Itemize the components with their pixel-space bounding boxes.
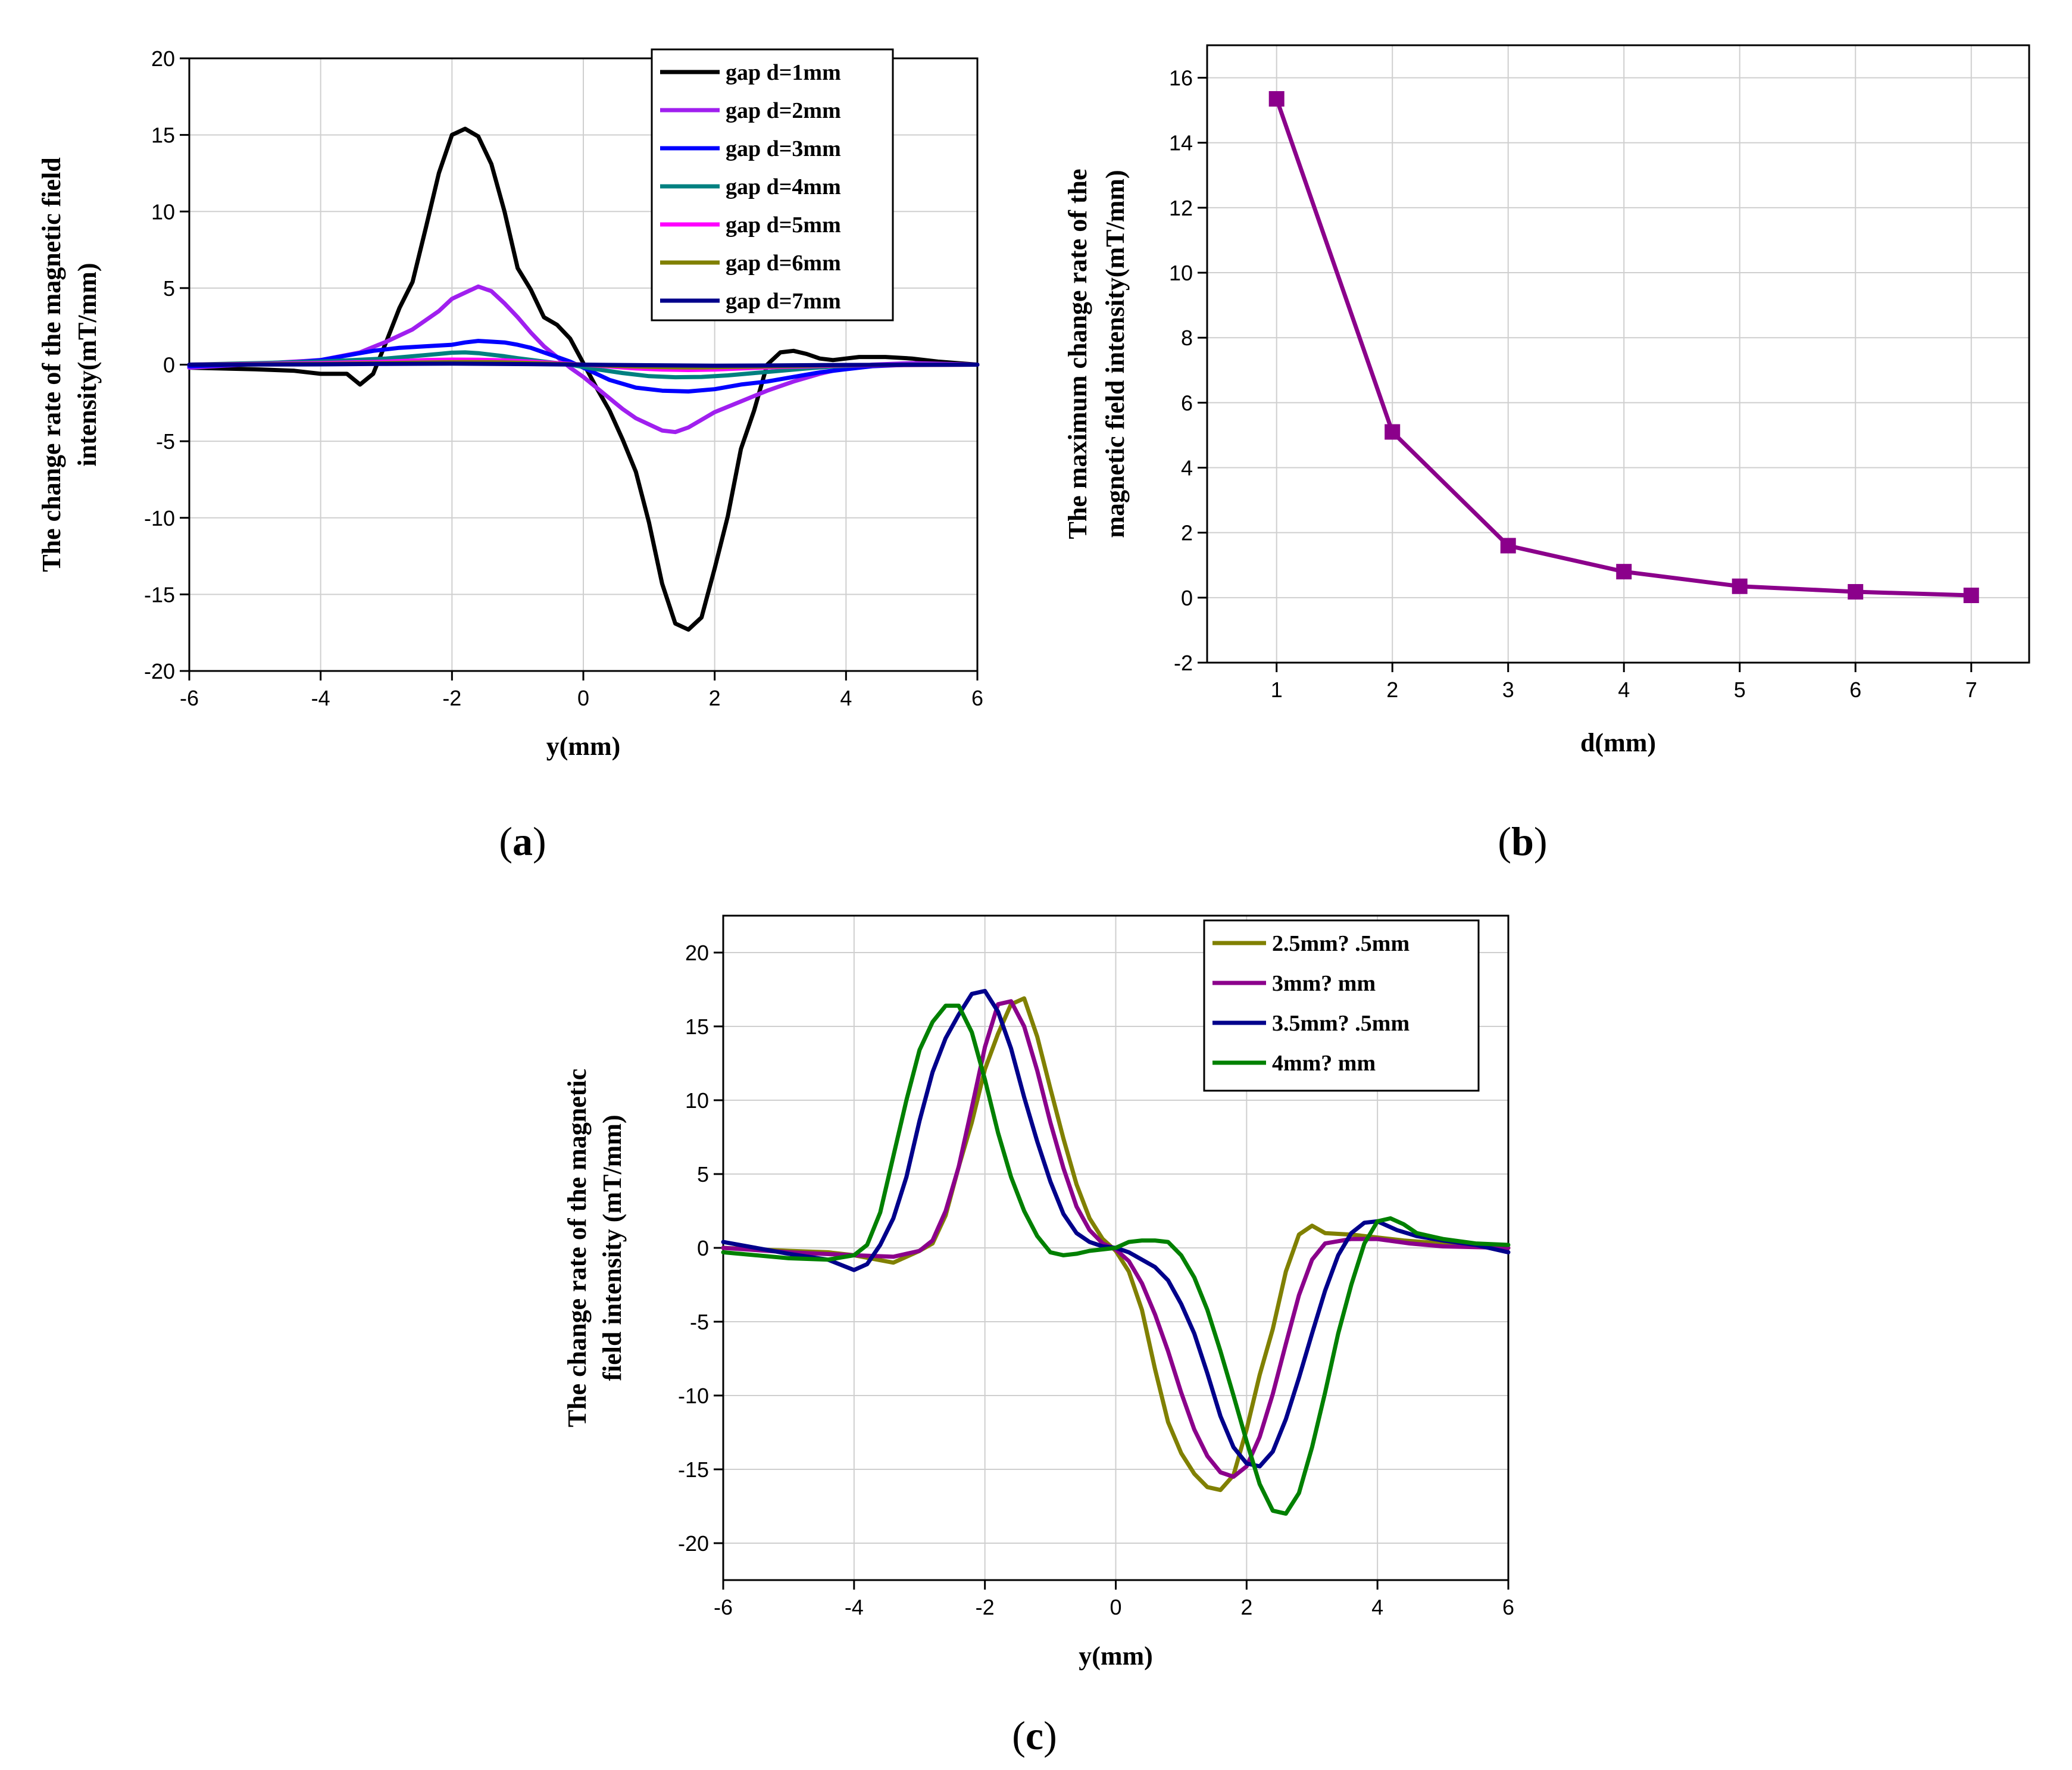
b-xtick-label-1: 2 <box>1386 678 1398 702</box>
b-xtick-label-2: 3 <box>1502 678 1514 702</box>
c-ytick-label-8: 20 <box>685 941 709 965</box>
c-series-line-1 <box>721 999 1511 1479</box>
b-ytick-label-9: 16 <box>1169 66 1193 90</box>
b-data-point-6 <box>1963 588 1979 604</box>
b-xaxis-label: d(mm) <box>1580 728 1656 757</box>
a-xtick-label-4: 2 <box>709 686 721 710</box>
c-legend-label-2: 3.5mm? .5mm <box>1272 1011 1410 1036</box>
caption-c: (c) <box>1012 1713 1057 1758</box>
a-legend-label-5: gap d=6mm <box>726 251 841 276</box>
c-ytick-label-0: -20 <box>678 1531 709 1556</box>
c-xtick-label-1: -4 <box>845 1595 864 1619</box>
b-ytick-label-6: 10 <box>1169 261 1193 285</box>
caption-b-text: (b) <box>1498 819 1547 864</box>
a-ytick-label-8: 20 <box>151 46 175 71</box>
a-yaxis-label-line-1: intensity(mT/mm) <box>73 263 102 466</box>
c-ytick-label-6: 10 <box>685 1088 709 1113</box>
b-xtick-label-3: 4 <box>1618 678 1630 702</box>
c-ytick-label-7: 15 <box>685 1014 709 1039</box>
a-legend-label-4: gap d=5mm <box>726 213 841 238</box>
b-ytick-label-0: -2 <box>1174 651 1193 675</box>
c-ytick-label-4: 0 <box>697 1236 709 1260</box>
caption-c-letter: c <box>1026 1713 1043 1758</box>
a-xtick-label-1: -4 <box>311 686 330 710</box>
c-xaxis-label: y(mm) <box>1079 1641 1153 1671</box>
b-data-point-1 <box>1385 424 1401 440</box>
c-legend-label-3: 4mm? mm <box>1272 1051 1376 1076</box>
a-xtick-label-3: 0 <box>577 686 589 710</box>
b-ytick-label-5: 8 <box>1181 326 1193 350</box>
a-ytick-label-1: -15 <box>144 582 175 607</box>
b-data-point-0 <box>1268 91 1285 107</box>
b-ytick-label-3: 4 <box>1181 456 1193 480</box>
a-legend-label-3: gap d=4mm <box>726 174 841 199</box>
b-ytick-label-4: 6 <box>1181 391 1193 415</box>
b-ytick-label-1: 0 <box>1181 586 1193 610</box>
a-series-line-1 <box>187 284 980 435</box>
caption-a-text: (a) <box>499 819 546 864</box>
a-ytick-label-4: 0 <box>163 353 175 377</box>
caption-a: (a) <box>499 819 546 864</box>
a-series-line-6 <box>187 361 980 368</box>
c-series-line-2 <box>721 989 1511 1469</box>
a-ytick-label-2: -10 <box>144 506 175 530</box>
c-ytick-label-1: -15 <box>678 1457 709 1482</box>
a-legend-label-6: gap d=7mm <box>726 289 841 314</box>
b-data-point-5 <box>1848 584 1864 600</box>
a-ytick-label-5: 5 <box>163 276 175 301</box>
c-legend-label-1: 3mm? mm <box>1272 971 1376 996</box>
b-xtick-label-5: 6 <box>1849 678 1861 702</box>
b-xtick-label-6: 7 <box>1965 678 1977 702</box>
b-plot-frame <box>1206 44 2030 664</box>
a-xtick-label-5: 4 <box>840 686 852 710</box>
b-data-point-3 <box>1616 564 1632 580</box>
a-xtick-label-6: 6 <box>971 686 983 710</box>
c-yaxis-label-line-0: The change rate of the magnetic <box>562 1069 592 1427</box>
c-xtick-label-4: 2 <box>1240 1595 1252 1619</box>
c-xtick-label-0: -6 <box>714 1595 733 1619</box>
a-ytick-label-3: -5 <box>156 429 175 454</box>
b-data-point-4 <box>1732 578 1748 594</box>
caption-c-text: (c) <box>1012 1713 1057 1758</box>
a-xtick-label-2: -2 <box>442 686 461 710</box>
a-ytick-label-7: 15 <box>151 123 175 148</box>
b-xtick-label-4: 5 <box>1734 678 1746 702</box>
caption-b: (b) <box>1498 819 1547 864</box>
a-series-line-2 <box>187 339 980 394</box>
c-xtick-label-5: 4 <box>1371 1595 1383 1619</box>
a-legend-label-0: gap d=1mm <box>726 60 841 85</box>
c-series-line-3 <box>721 1003 1511 1516</box>
b-yaxis-label-line-0: The maximum change rate of the <box>1063 168 1092 539</box>
b-xtick-label-0: 1 <box>1271 678 1283 702</box>
b-data-point-2 <box>1500 538 1516 554</box>
c-xtick-label-3: 0 <box>1110 1595 1121 1619</box>
a-series-line-3 <box>187 350 980 380</box>
a-xaxis-label: y(mm) <box>546 732 621 761</box>
c-xtick-label-2: -2 <box>976 1595 995 1619</box>
b-ytick-label-8: 14 <box>1169 131 1193 155</box>
a-legend-label-1: gap d=2mm <box>726 98 841 123</box>
c-xtick-label-6: 6 <box>1502 1595 1514 1619</box>
b-ytick-label-7: 12 <box>1169 196 1193 220</box>
a-ytick-label-0: -20 <box>144 659 175 683</box>
a-xtick-label-0: -6 <box>180 686 199 710</box>
b-ytick-label-2: 2 <box>1181 521 1193 545</box>
b-yaxis-label-line-1: magnetic field intensity(mT/mm) <box>1101 170 1130 538</box>
caption-a-letter: a <box>512 819 533 864</box>
a-legend-label-2: gap d=3mm <box>726 136 841 161</box>
caption-b-letter: b <box>1511 819 1534 864</box>
a-ytick-label-6: 10 <box>151 199 175 224</box>
c-yaxis-label-line-1: field intensity (mT/mm) <box>598 1115 627 1381</box>
c-ytick-label-5: 5 <box>697 1162 709 1187</box>
a-yaxis-label-line-0: The change rate of the magnetic field <box>37 157 66 572</box>
a-series-line-0 <box>187 126 980 632</box>
c-legend-label-0: 2.5mm? .5mm <box>1272 931 1410 956</box>
c-ytick-label-2: -10 <box>678 1384 709 1408</box>
c-ytick-label-3: -5 <box>690 1310 709 1334</box>
